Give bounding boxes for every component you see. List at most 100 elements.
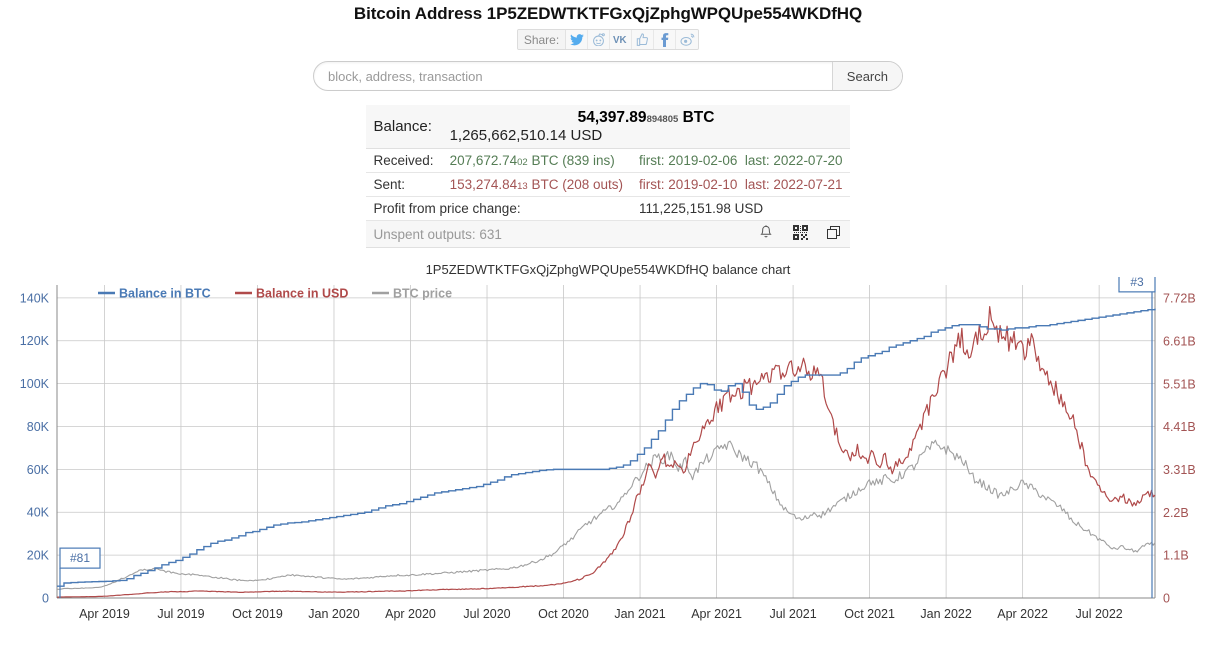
copy-icon[interactable] (827, 225, 842, 243)
sent-row: Sent: 153,274.8413 BTC (208 outs) first:… (365, 172, 851, 197)
balance-usd: 1,265,662,510.14 USD (449, 127, 603, 144)
chart-labels: 0 20K 40K 60K 80K 100K 120K 140K 0 1.1B 2.2B 3.31B 4… (20, 291, 1196, 621)
y-axis-right-tick: 5.51B (1163, 377, 1196, 391)
chart-markers: #81 #3 (59, 277, 1156, 598)
reddit-icon[interactable] (588, 30, 611, 49)
facebook-icon[interactable] (654, 30, 677, 49)
y-axis-right-tick: 3.31B (1163, 463, 1196, 477)
received-first-label: first: (639, 153, 665, 168)
bell-icon[interactable] (759, 225, 773, 243)
search-button[interactable]: Search (831, 62, 902, 90)
balance-btc-frac: 894805 (646, 114, 679, 125)
y-axis-right-tick: 1.1B (1163, 549, 1189, 563)
profit-label: Profit from price change: (365, 196, 632, 221)
sent-suffix: BTC (208 outs) (531, 177, 624, 192)
received-first: 2019-02-06 (668, 153, 738, 168)
series-btc-balance (57, 308, 1156, 587)
y-axis-left-tick: 140K (20, 291, 50, 305)
y-axis-left-tick: 120K (20, 334, 50, 348)
unspent-label: Unspent outputs: 631 (365, 220, 632, 248)
received-label: Received: (365, 148, 442, 173)
x-axis-tick: Jul 2021 (769, 607, 816, 621)
thumbsup-icon[interactable] (632, 30, 655, 49)
sent-frac: 13 (517, 181, 528, 192)
y-axis-left-tick: 0 (42, 592, 49, 606)
x-axis-tick: Jan 2021 (614, 607, 665, 621)
series-usd-balance (56, 306, 1156, 598)
x-axis-tick: Apr 2022 (997, 607, 1048, 621)
sent-first: 2019-02-10 (668, 177, 738, 192)
sent-amount: 153,274.8413 BTC (208 outs) (441, 172, 632, 197)
profit-row: Profit from price change: 111,225,151.98… (365, 196, 851, 221)
sent-main: 153,274.84 (449, 177, 518, 192)
search-input[interactable] (314, 62, 832, 90)
balance-btc: 54,397.89894805 BTC (450, 109, 843, 127)
address-summary: Balance: 54,397.89894805 BTC 1,265,662,5… (0, 105, 1216, 248)
share-box: Share: VK (516, 29, 700, 50)
weibo-icon[interactable] (676, 30, 699, 49)
x-axis-tick: Jul 2019 (157, 607, 204, 621)
sent-last-label: last: (744, 177, 770, 192)
svg-text:VK: VK (613, 35, 627, 45)
x-axis-tick: Apr 2021 (691, 607, 742, 621)
marker-label: #3 (1130, 277, 1144, 289)
vk-icon[interactable]: VK (610, 30, 633, 49)
marker-box[interactable] (1118, 277, 1156, 293)
search-bar: Search (0, 61, 1216, 91)
sent-first-label: first: (639, 177, 665, 192)
y-axis-left-tick: 80K (27, 420, 50, 434)
chart-gridlines (57, 285, 1155, 599)
y-axis-right-tick: 7.72B (1163, 291, 1196, 305)
y-axis-left-tick: 100K (20, 377, 50, 391)
legend-label: Balance in BTC (119, 287, 211, 301)
summary-table: Balance: 54,397.89894805 BTC 1,265,662,5… (365, 105, 851, 248)
y-axis-left-tick: 60K (27, 463, 50, 477)
x-axis-tick: Oct 2021 (844, 607, 895, 621)
twitter-icon[interactable] (566, 30, 589, 49)
x-axis-tick: Apr 2019 (79, 607, 130, 621)
received-row: Received: 207,672.7402 BTC (839 ins) fir… (365, 148, 851, 173)
chart-legend: Balance in BTC Balance in USD BTC price (98, 287, 452, 301)
x-axis-tick: Oct 2019 (232, 607, 283, 621)
received-last-label: last: (744, 153, 770, 168)
y-axis-right-tick: 0 (1163, 592, 1170, 606)
y-axis-right-tick: 6.61B (1163, 334, 1196, 348)
balance-values: 54,397.89894805 BTC 1,265,662,510.14 USD (441, 105, 851, 149)
qr-code-icon[interactable] (792, 225, 808, 243)
marker-label: #81 (70, 551, 90, 565)
x-axis-tick: Jan 2022 (920, 607, 971, 621)
x-axis-tick: Jul 2020 (463, 607, 510, 621)
share-bar: Share: VK (0, 29, 1216, 50)
y-axis-right-tick: 2.2B (1163, 506, 1189, 520)
chart-axes (56, 285, 1156, 599)
marker-box[interactable] (59, 547, 101, 569)
received-frac: 02 (517, 157, 528, 168)
legend-label: Balance in USD (256, 287, 348, 301)
balance-chart[interactable]: 0 20K 40K 60K 80K 100K 120K 140K 0 1.1B 2.2B 3.31B 4… (0, 277, 1216, 637)
chart-series (56, 306, 1156, 598)
x-axis-tick: Apr 2020 (385, 607, 436, 621)
received-main: 207,672.74 (449, 153, 518, 168)
balance-btc-unit: BTC (682, 109, 715, 126)
y-axis-left-tick: 40K (27, 506, 50, 520)
received-amount: 207,672.7402 BTC (839 ins) (441, 148, 632, 173)
share-label: Share: (517, 30, 567, 49)
sent-dates: first: 2019-02-10 last: 2022-07-21 (631, 172, 851, 197)
search-wrapper: Search (313, 61, 903, 91)
balance-btc-main: 54,397.89 (577, 109, 647, 126)
balance-label: Balance: (365, 105, 442, 149)
balance-row: Balance: 54,397.89894805 BTC 1,265,662,5… (365, 105, 851, 149)
page-title: Bitcoin Address 1P5ZEDWTKTFGxQjZphgWPQUp… (353, 4, 863, 23)
series-btc-price (57, 439, 1156, 590)
chart-svg[interactable]: 0 20K 40K 60K 80K 100K 120K 140K 0 1.1B 2.2B 3.31B 4… (0, 277, 1216, 637)
unspent-row: Unspent outputs: 631 (365, 220, 851, 248)
y-axis-right-tick: 4.41B (1163, 420, 1196, 434)
profit-value: 111,225,151.98 USD (631, 196, 851, 221)
x-axis-tick: Jul 2022 (1076, 607, 1123, 621)
x-axis-tick: Jan 2020 (308, 607, 359, 621)
sent-last: 2022-07-21 (773, 177, 843, 192)
x-axis-tick: Oct 2020 (538, 607, 589, 621)
received-last: 2022-07-20 (773, 153, 843, 168)
received-dates: first: 2019-02-06 last: 2022-07-20 (631, 148, 851, 173)
